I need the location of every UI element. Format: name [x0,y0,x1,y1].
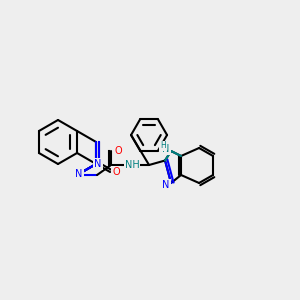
Text: H: H [160,142,166,151]
Text: O: O [112,167,120,177]
Text: N: N [162,144,170,154]
Text: N: N [75,169,83,179]
Text: NH: NH [125,160,140,170]
Text: O: O [114,146,122,156]
Text: N: N [162,180,170,190]
Text: N: N [94,159,102,169]
